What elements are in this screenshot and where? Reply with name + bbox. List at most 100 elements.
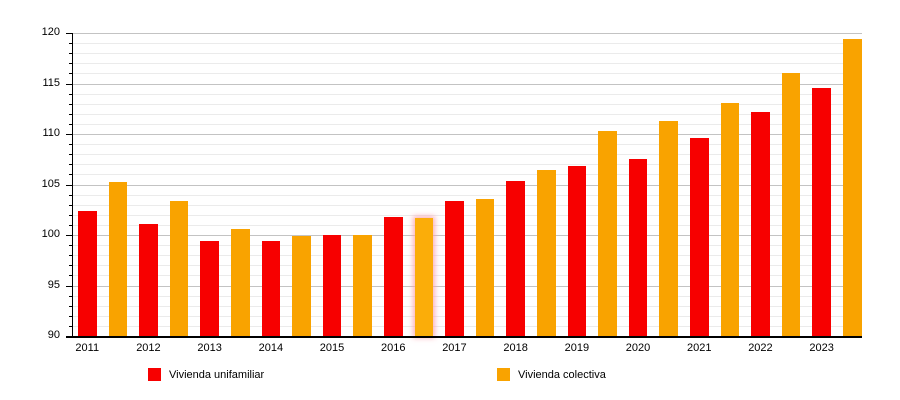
x-axis-label-2020: 2020 xyxy=(625,342,651,354)
x-axis-line xyxy=(66,336,862,338)
minor-gridline xyxy=(73,255,862,257)
minor-gridline xyxy=(73,43,862,45)
bar-vivienda-unifamiliar-2014[interactable] xyxy=(261,241,281,336)
bar-vivienda-unifamiliar-2019[interactable] xyxy=(567,166,587,336)
major-tick xyxy=(66,336,73,337)
bar-vivienda-unifamiliar-2015[interactable] xyxy=(322,235,342,336)
major-gridline xyxy=(73,235,862,236)
minor-tick xyxy=(69,245,73,247)
x-axis-label-2014: 2014 xyxy=(258,342,284,354)
y-axis-label: 100 xyxy=(41,228,60,240)
bar-vivienda-colectiva-2020[interactable] xyxy=(659,120,678,336)
minor-tick xyxy=(69,73,73,75)
bar-vivienda-colectiva-2021[interactable] xyxy=(720,102,740,336)
minor-tick xyxy=(69,63,73,65)
bar-vivienda-unifamiliar-2013[interactable] xyxy=(200,241,219,336)
minor-gridline xyxy=(73,113,862,115)
minor-gridline xyxy=(73,164,862,166)
y-axis-label: 95 xyxy=(47,278,60,291)
minor-gridline xyxy=(73,174,862,176)
minor-tick xyxy=(69,194,73,196)
y-axis-line xyxy=(72,33,73,338)
x-axis-label-2017: 2017 xyxy=(442,342,467,354)
x-axis-label-2016: 2016 xyxy=(381,342,406,354)
bar-vivienda-colectiva-2016[interactable] xyxy=(414,217,434,336)
minor-gridline xyxy=(73,63,862,65)
minor-tick xyxy=(69,154,73,156)
minor-gridline xyxy=(73,315,862,317)
bar-vivienda-unifamiliar-2022[interactable] xyxy=(751,111,770,336)
bar-vivienda-colectiva-2018[interactable] xyxy=(537,170,556,336)
major-tick xyxy=(66,184,73,186)
bar-vivienda-colectiva-2012[interactable] xyxy=(169,200,189,336)
bar-vivienda-unifamiliar-2011[interactable] xyxy=(78,210,97,336)
minor-gridline xyxy=(73,224,862,226)
major-gridline xyxy=(73,184,862,186)
y-axis-label: 115 xyxy=(42,76,60,89)
bar-vivienda-unifamiliar-2017[interactable] xyxy=(445,200,464,336)
major-gridline xyxy=(73,83,862,85)
plot-area xyxy=(73,33,862,336)
minor-tick xyxy=(69,164,73,166)
minor-gridline xyxy=(73,275,862,277)
bar-vivienda-colectiva-2023[interactable] xyxy=(843,39,862,336)
bar-vivienda-unifamiliar-2020[interactable] xyxy=(628,159,648,336)
minor-tick xyxy=(69,53,73,55)
y-axis-label: 110 xyxy=(42,127,60,139)
major-tick xyxy=(66,235,73,236)
x-axis-label-2021: 2021 xyxy=(687,342,712,354)
x-axis-label-2023: 2023 xyxy=(809,342,834,354)
minor-tick xyxy=(69,174,73,176)
minor-tick xyxy=(69,204,73,206)
bar-vivienda-colectiva-2022[interactable] xyxy=(781,73,801,336)
legend-item-vivienda-unifamiliar[interactable]: Vivienda unifamiliar xyxy=(148,368,264,381)
bar-vivienda-colectiva-2017[interactable] xyxy=(475,198,495,336)
bar-vivienda-unifamiliar-2018[interactable] xyxy=(506,181,525,336)
bar-vivienda-colectiva-2013[interactable] xyxy=(231,228,250,336)
minor-gridline xyxy=(73,73,862,75)
y-axis-label: 120 xyxy=(41,26,60,38)
minor-gridline xyxy=(73,265,862,267)
x-axis-label-2011: 2011 xyxy=(75,342,100,354)
legend-swatch-unifamiliar-icon xyxy=(148,368,161,381)
legend-label-unifamiliar: Vivienda unifamiliar xyxy=(169,368,265,381)
bar-vivienda-colectiva-2015[interactable] xyxy=(353,235,372,336)
x-axis-label-2013: 2013 xyxy=(197,342,222,354)
minor-gridline xyxy=(73,325,862,327)
major-gridline xyxy=(73,285,862,287)
minor-gridline xyxy=(73,245,862,247)
bar-vivienda-colectiva-2014[interactable] xyxy=(292,236,311,336)
bar-vivienda-unifamiliar-2012[interactable] xyxy=(139,223,158,336)
x-axis-label-2012: 2012 xyxy=(136,342,161,354)
minor-tick xyxy=(69,43,73,45)
major-gridline xyxy=(73,33,862,34)
minor-tick xyxy=(69,265,73,267)
major-tick xyxy=(66,83,73,85)
minor-tick xyxy=(69,144,73,146)
minor-tick xyxy=(69,123,73,125)
minor-gridline xyxy=(73,194,862,196)
legend-label-colectiva: Vivienda colectiva xyxy=(518,368,606,381)
bar-vivienda-unifamiliar-2016[interactable] xyxy=(384,216,403,336)
minor-gridline xyxy=(73,103,862,105)
y-axis-label: 105 xyxy=(41,177,60,190)
major-tick xyxy=(66,33,73,34)
minor-gridline xyxy=(73,154,862,156)
legend-swatch-colectiva-icon xyxy=(497,368,510,381)
bar-vivienda-colectiva-2011[interactable] xyxy=(108,182,128,336)
minor-tick xyxy=(69,214,73,216)
y-axis-label: 90 xyxy=(47,329,60,341)
legend-item-vivienda-colectiva[interactable]: Vivienda colectiva xyxy=(497,368,606,381)
minor-gridline xyxy=(73,204,862,206)
minor-gridline xyxy=(73,93,862,95)
bar-vivienda-unifamiliar-2023[interactable] xyxy=(812,87,831,336)
bar-vivienda-colectiva-2019[interactable] xyxy=(598,130,617,336)
minor-gridline xyxy=(73,305,862,307)
minor-gridline xyxy=(73,295,862,297)
minor-tick xyxy=(69,325,73,327)
bar-vivienda-unifamiliar-2021[interactable] xyxy=(690,138,709,336)
major-tick xyxy=(66,134,73,135)
major-gridline xyxy=(73,134,862,135)
minor-tick xyxy=(69,103,73,105)
